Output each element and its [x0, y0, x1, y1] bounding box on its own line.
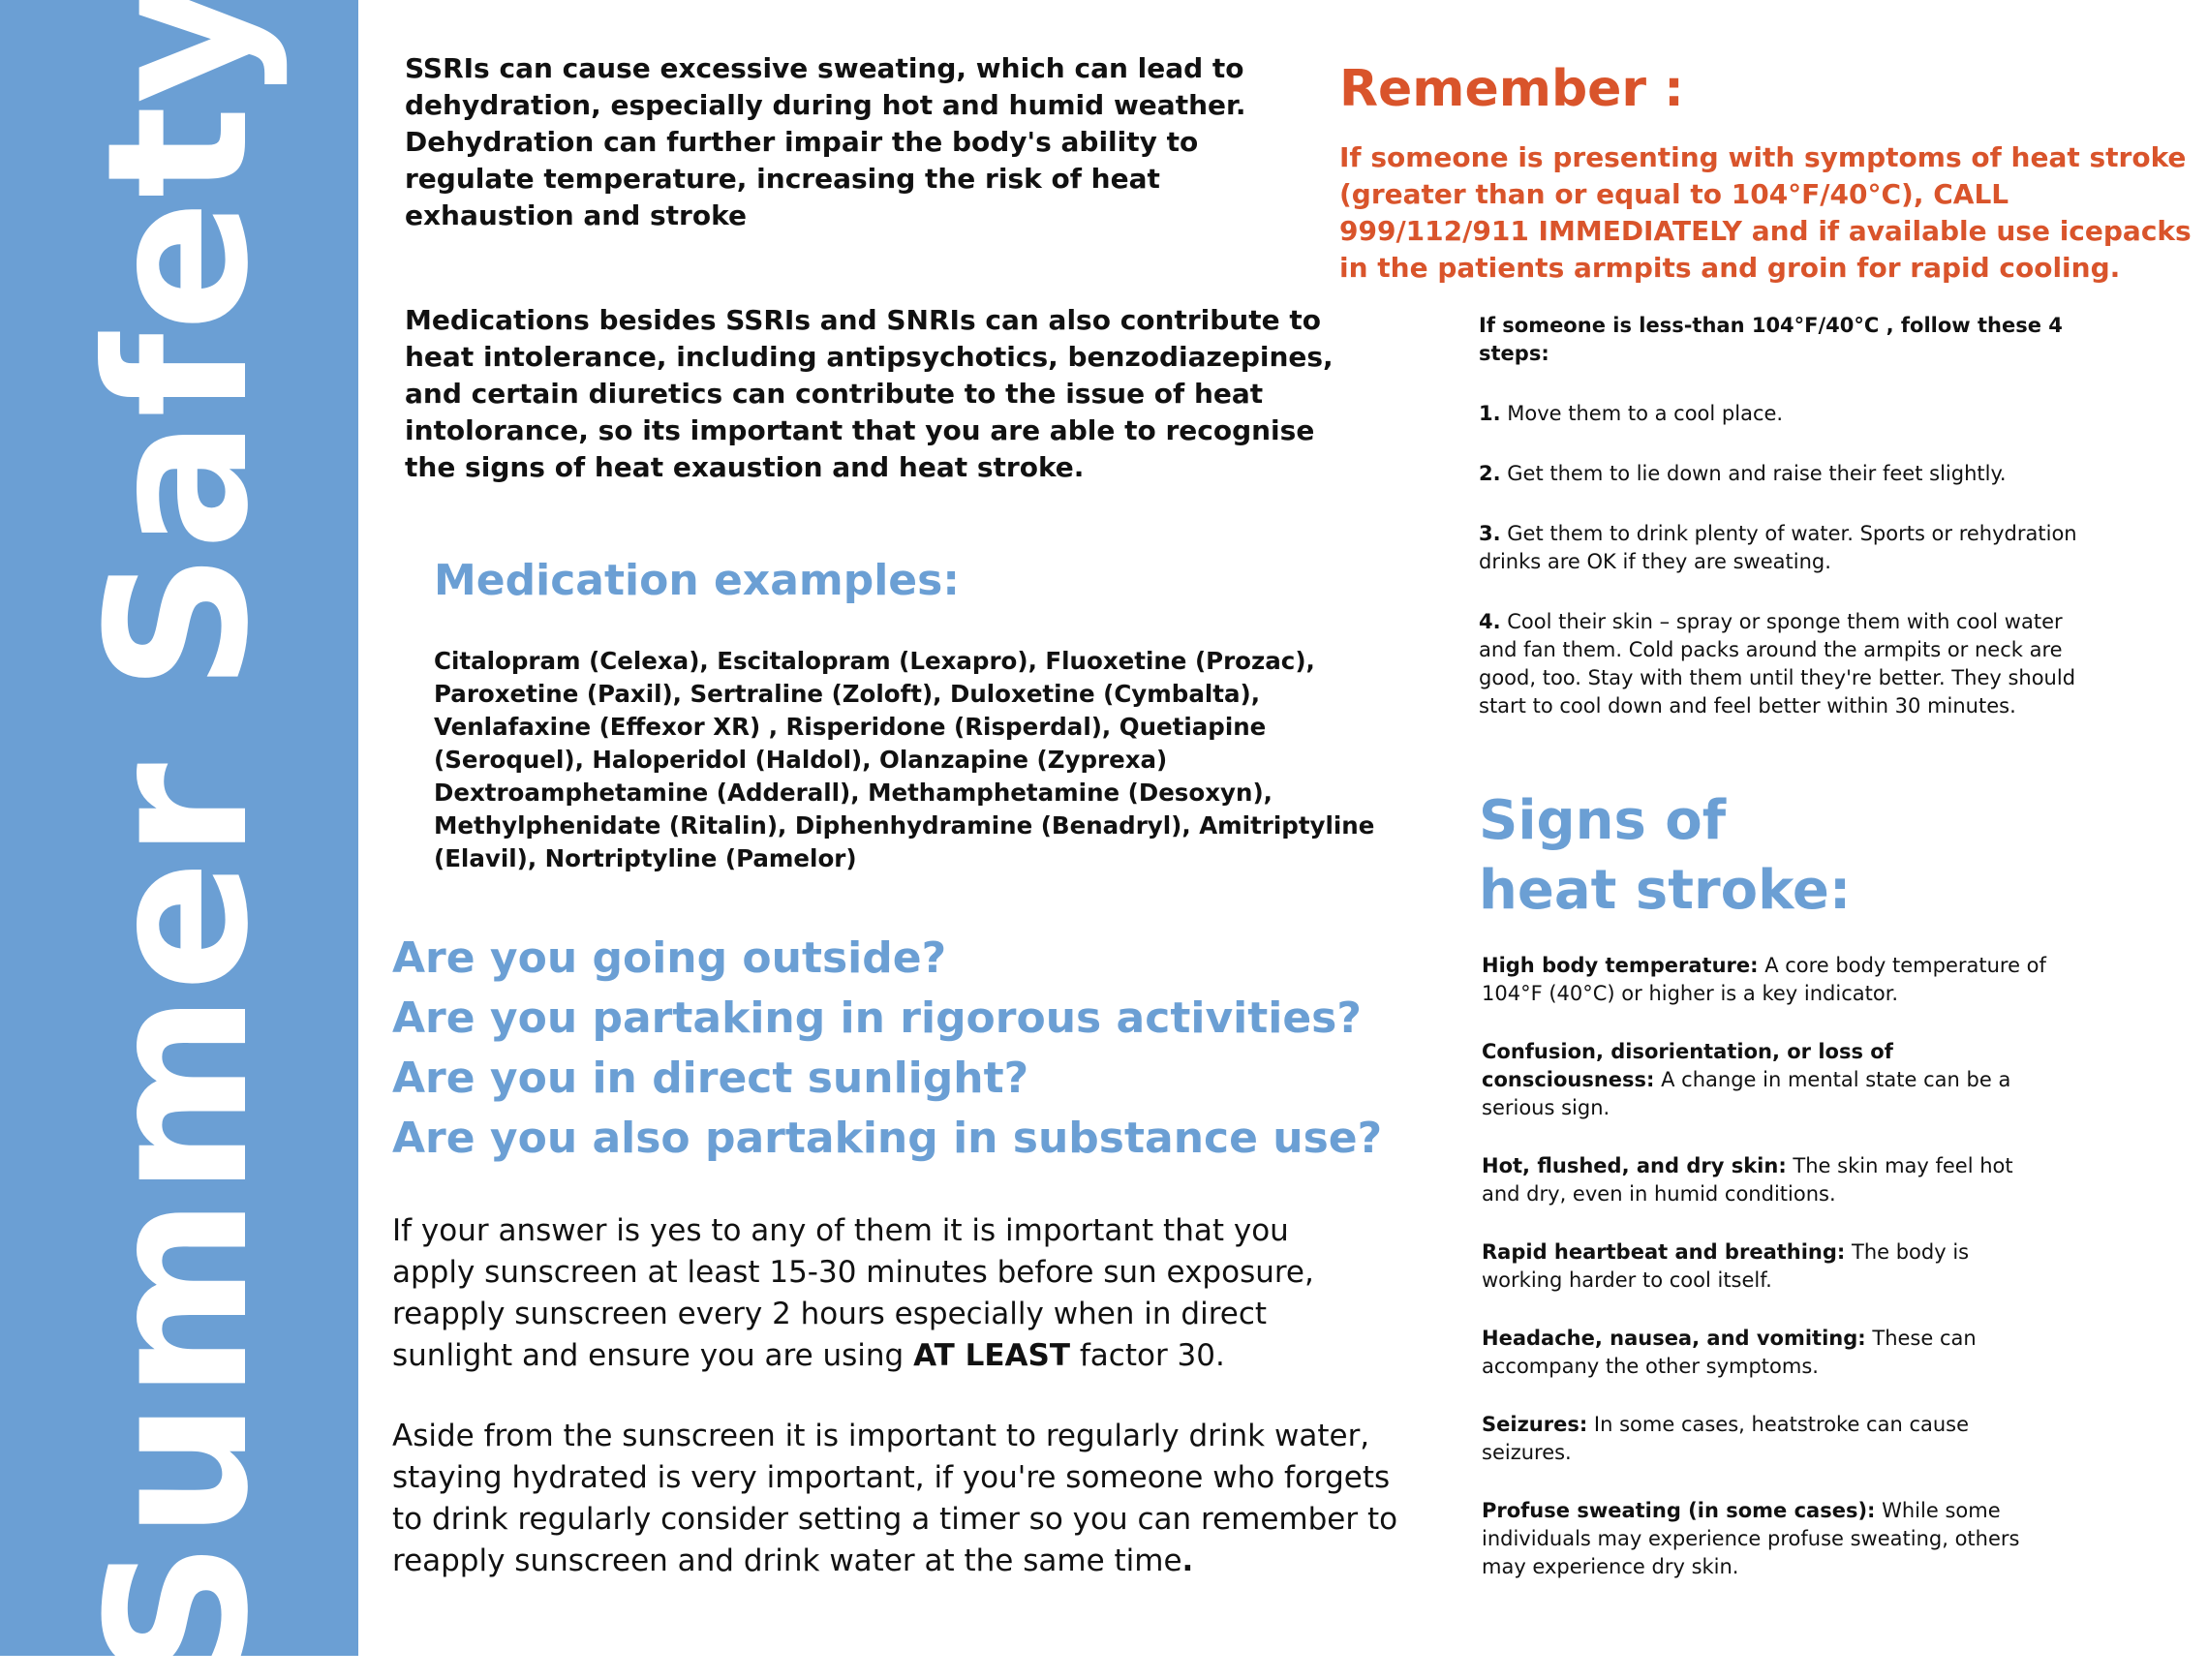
question-going-outside: Are you going outside?	[392, 933, 947, 983]
sign-text: The body is working harder to cool itsel…	[1482, 1240, 1970, 1292]
sign-item: Headache, nausea, and vomiting: These ca…	[1482, 1325, 2053, 1381]
step-item: 4. Cool their skin – spray or sponge the…	[1479, 608, 2079, 720]
medication-examples-heading: Medication examples:	[434, 556, 960, 605]
steps-intro: If someone is less-than 104°F/40°C , fol…	[1479, 314, 2063, 365]
question-list: Are you going outside? Are you partaking…	[392, 929, 1457, 1169]
question-direct-sunlight: Are you in direct sunlight?	[392, 1054, 1029, 1103]
sign-text: The skin may feel hot and dry, even in h…	[1482, 1154, 2013, 1206]
signs-heading-line1: Signs of	[1479, 789, 1727, 852]
remember-paragraph: If someone is presenting with symptoms o…	[1339, 141, 2192, 284]
sign-text: These can accompany the other symptoms.	[1482, 1327, 1977, 1378]
sign-text: In some cases, heatstroke can cause seiz…	[1482, 1413, 1970, 1464]
sign-title: Confusion, disorientation, or loss of co…	[1482, 1040, 1893, 1091]
step-text: Cool their skin – spray or sponge them w…	[1479, 610, 2076, 718]
step-number: 3.	[1479, 522, 1501, 545]
signs-list: High body temperature: A core body tempe…	[1482, 952, 2053, 1611]
sunscreen-emphasis: AT LEAST	[913, 1338, 1071, 1373]
sign-title: Hot, flushed, and dry skin:	[1482, 1154, 1787, 1177]
step-text: Move them to a cool place.	[1500, 402, 1784, 425]
sign-title: Seizures:	[1482, 1413, 1588, 1436]
step-item: 2. Get them to lie down and raise their …	[1479, 460, 2079, 488]
hydration-paragraph: Aside from the sunscreen it is important…	[392, 1416, 1399, 1582]
sign-item: Confusion, disorientation, or loss of co…	[1482, 1038, 2053, 1122]
cooling-steps: If someone is less-than 104°F/40°C , fol…	[1479, 312, 2079, 752]
remember-heading: Remember :	[1339, 60, 1684, 118]
other-medications-paragraph: Medications besides SSRIs and SNRIs can …	[405, 304, 1334, 483]
sign-title: Headache, nausea, and vomiting:	[1482, 1327, 1866, 1350]
sign-text: While some individuals may experience pr…	[1482, 1499, 2020, 1578]
ssri-sweating-paragraph: SSRIs can cause excessive sweating, whic…	[405, 52, 1246, 231]
medication-list: Citalopram (Celexa), Escitalopram (Lexap…	[434, 647, 1375, 872]
step-number: 4.	[1479, 610, 1501, 633]
sign-item: Hot, flushed, and dry skin: The skin may…	[1482, 1152, 2053, 1208]
sign-item: Profuse sweating (in some cases): While …	[1482, 1497, 2053, 1581]
hydration-text: Aside from the sunscreen it is important…	[392, 1419, 1398, 1578]
page-title: Summer Safety	[66, 0, 291, 1680]
step-number: 1.	[1479, 402, 1501, 425]
step-item: 1. Move them to a cool place.	[1479, 400, 2079, 428]
sign-text: A change in mental state can be a seriou…	[1482, 1068, 2011, 1119]
question-substance-use: Are you also partaking in substance use?	[392, 1114, 1383, 1163]
step-text: Get them to lie down and raise their fee…	[1500, 462, 2007, 485]
step-text: Get them to drink plenty of water. Sport…	[1479, 522, 2077, 573]
sign-title: Rapid heartbeat and breathing:	[1482, 1240, 1846, 1264]
signs-heading: Signs of heat stroke:	[1479, 786, 1851, 926]
hydration-end: .	[1181, 1543, 1194, 1578]
sunscreen-paragraph: If your answer is yes to any of them it …	[392, 1210, 1361, 1377]
signs-heading-line2: heat stroke:	[1479, 859, 1852, 922]
step-item: 3. Get them to drink plenty of water. Sp…	[1479, 520, 2079, 576]
side-band: Summer Safety	[0, 0, 358, 1680]
step-number: 2.	[1479, 462, 1501, 485]
sign-item: Rapid heartbeat and breathing: The body …	[1482, 1238, 2053, 1295]
sign-item: Seizures: In some cases, heatstroke can …	[1482, 1411, 2053, 1467]
sunscreen-text-end: factor 30.	[1070, 1338, 1225, 1373]
sign-text: A core body temperature of 104°F (40°C) …	[1482, 954, 2046, 1005]
sunscreen-text: If your answer is yes to any of them it …	[392, 1213, 1314, 1373]
question-rigorous-activities: Are you partaking in rigorous activities…	[392, 993, 1362, 1043]
sign-item: High body temperature: A core body tempe…	[1482, 952, 2053, 1008]
sign-title: High body temperature:	[1482, 954, 1759, 977]
sign-title: Profuse sweating (in some cases):	[1482, 1499, 1876, 1522]
